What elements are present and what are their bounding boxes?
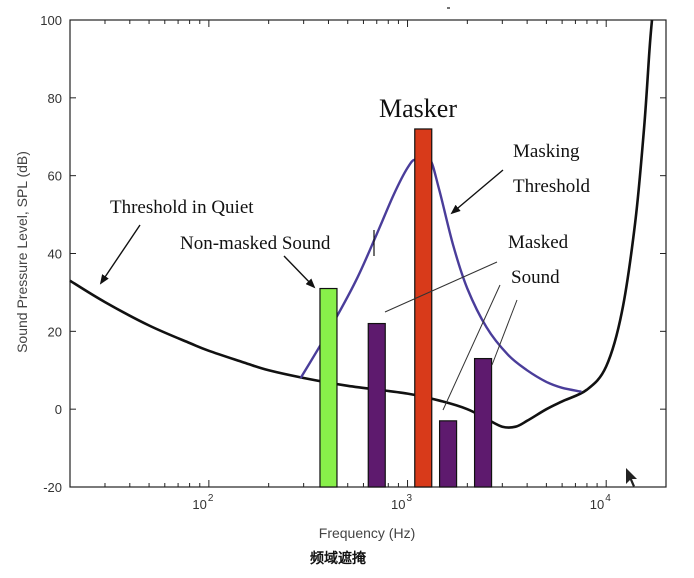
masker-label: Masker bbox=[379, 94, 457, 123]
threshold-quiet-arrow bbox=[99, 224, 141, 285]
threshold-in-quiet-curve bbox=[69, 19, 654, 429]
y-tick-label: 60 bbox=[48, 169, 62, 184]
y-tick-label: -20 bbox=[43, 480, 62, 495]
y-tick-label: 100 bbox=[40, 13, 62, 28]
masking-threshold-label-line1: Masking bbox=[513, 141, 580, 162]
x-tick-label-base: 10 bbox=[192, 497, 206, 512]
y-tick-label: 20 bbox=[48, 324, 62, 339]
x-axis-label: Frequency (Hz) bbox=[319, 525, 415, 541]
x-axis: 10 2 10 3 10 4 bbox=[69, 20, 667, 512]
masking-threshold-arrow bbox=[450, 169, 504, 215]
bar-3 bbox=[414, 128, 433, 488]
threshold-in-quiet-label: Threshold in Quiet bbox=[110, 197, 254, 218]
y-tick-label: 0 bbox=[55, 402, 62, 417]
x-tick-label-base: 10 bbox=[391, 497, 405, 512]
x-tick-label-exp: 2 bbox=[208, 493, 214, 504]
y-tick-label: 40 bbox=[48, 247, 62, 262]
masked-pointer-1 bbox=[384, 261, 498, 313]
curves bbox=[69, 19, 654, 429]
bars bbox=[319, 128, 493, 488]
non-masked-sound-label: Non-masked Sound bbox=[180, 233, 331, 254]
masked-sound-label-line1: Masked bbox=[508, 232, 569, 253]
x-tick-label-exp: 3 bbox=[407, 493, 413, 504]
masked-pointer-3 bbox=[491, 299, 518, 366]
masked-sound-label-line2: Sound bbox=[511, 267, 560, 288]
bar-5 bbox=[473, 357, 493, 488]
x-tick-label-base: 10 bbox=[590, 497, 604, 512]
y-axis: -20 0 20 40 60 80 100 bbox=[40, 13, 666, 495]
y-tick-label: 80 bbox=[48, 91, 62, 106]
non-masked-arrow bbox=[283, 255, 316, 289]
y-axis-label: Sound Pressure Level, SPL (dB) bbox=[14, 151, 30, 353]
bar-4 bbox=[438, 420, 458, 488]
bar-2 bbox=[367, 322, 386, 488]
masked-pointer-2 bbox=[442, 284, 501, 411]
caption: 频域遮掩 bbox=[310, 550, 367, 567]
masking-threshold-curve bbox=[299, 158, 582, 393]
mouse-pointer-icon bbox=[626, 468, 637, 487]
bar-1 bbox=[319, 287, 338, 488]
x-tick-label-exp: 4 bbox=[605, 493, 611, 504]
masking-threshold-label-line2: Threshold bbox=[513, 176, 591, 197]
